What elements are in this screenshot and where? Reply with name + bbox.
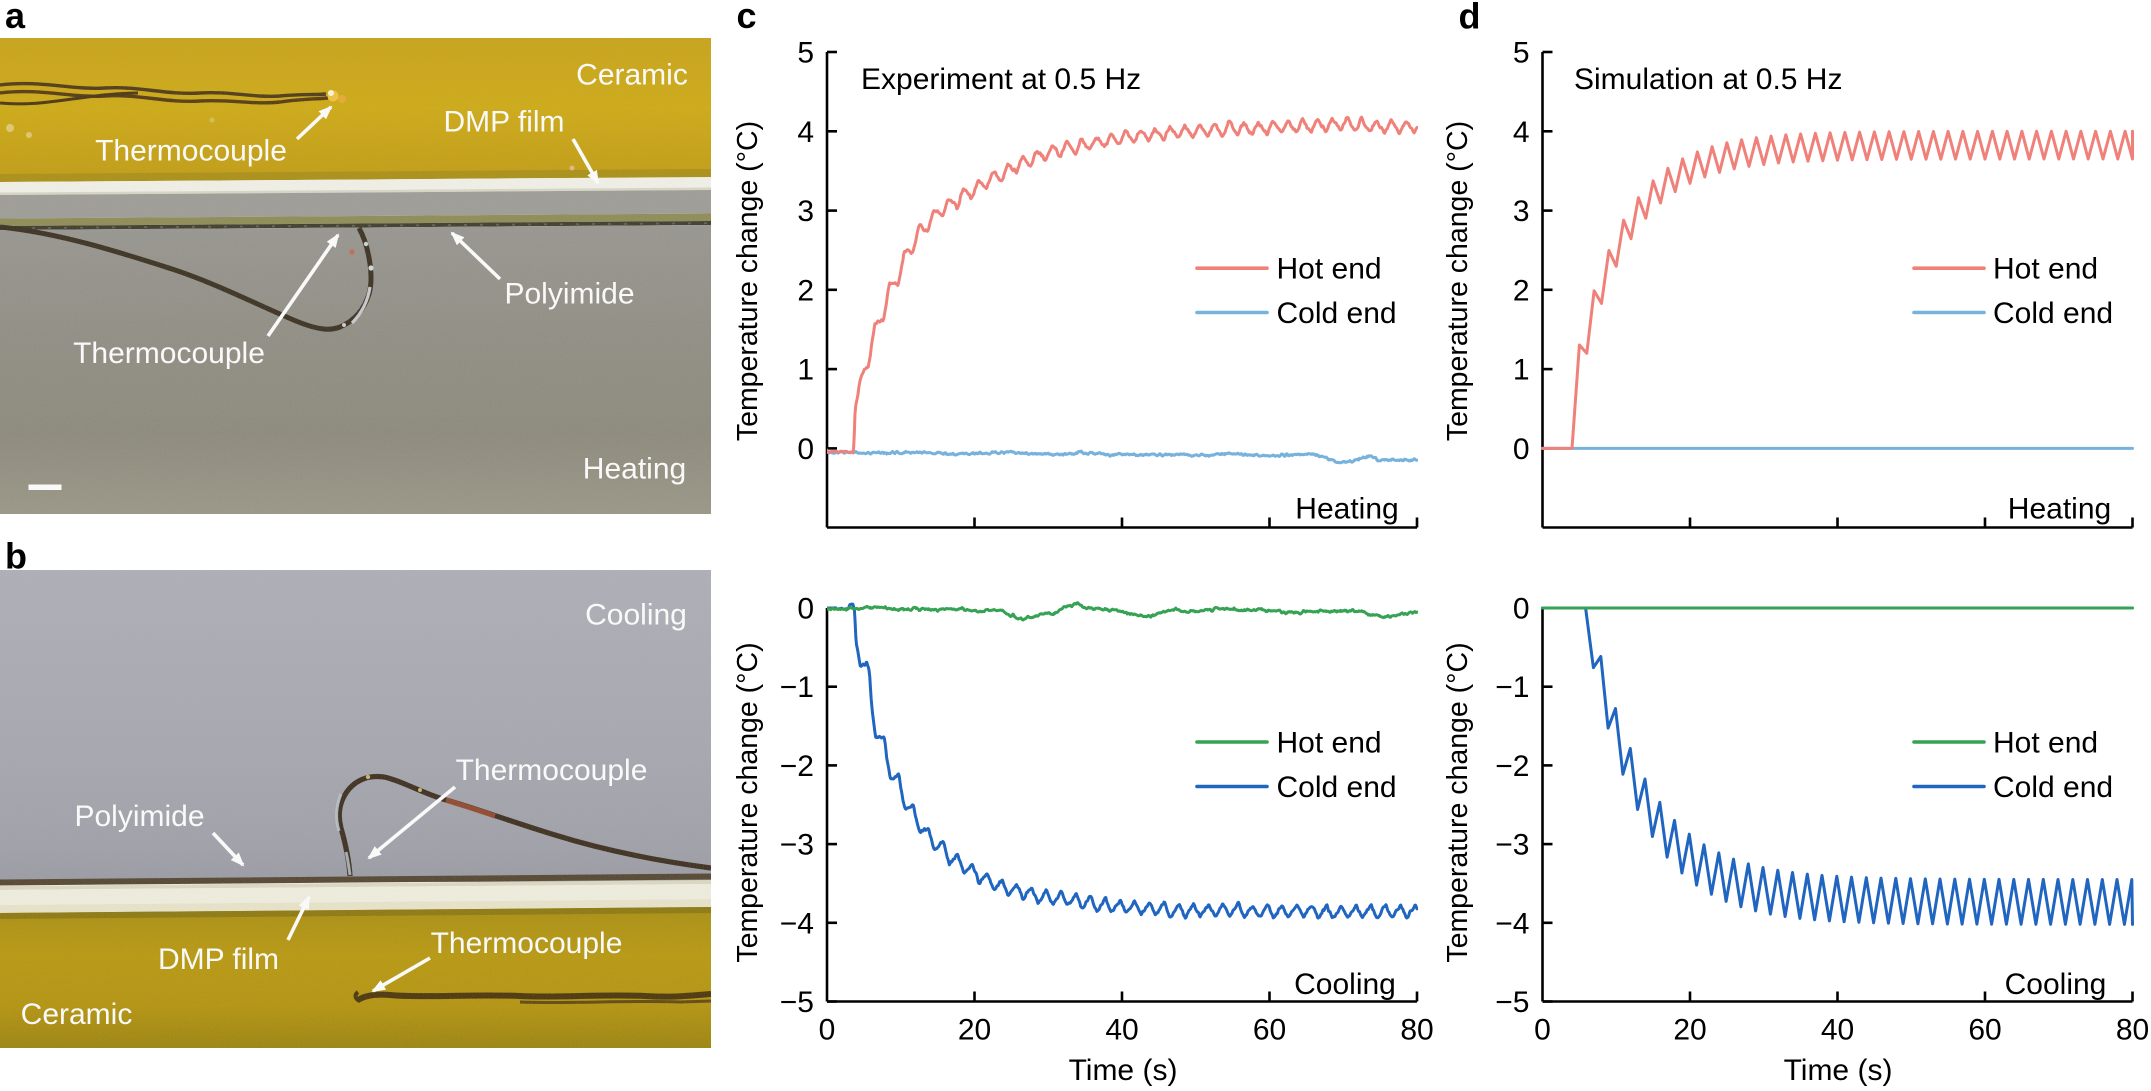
svg-text:Hot end: Hot end (1277, 253, 1382, 286)
svg-text:1: 1 (797, 354, 814, 387)
svg-text:5: 5 (797, 37, 814, 70)
svg-text:−1: −1 (1495, 671, 1529, 704)
svg-text:2: 2 (1513, 274, 1530, 307)
svg-text:60: 60 (1968, 1014, 2001, 1047)
svg-text:−4: −4 (780, 907, 814, 940)
svg-text:−2: −2 (780, 750, 814, 783)
svg-text:5: 5 (1513, 37, 1530, 70)
svg-text:Cooling: Cooling (1294, 968, 1396, 1001)
svg-text:Time (s): Time (s) (1784, 1054, 1893, 1086)
svg-text:3: 3 (1513, 195, 1530, 228)
svg-text:40: 40 (1821, 1014, 1854, 1047)
svg-text:Simulation at 0.5 Hz: Simulation at 0.5 Hz (1574, 63, 1842, 96)
svg-text:Hot end: Hot end (1277, 727, 1382, 760)
svg-text:Temperature change (°C): Temperature change (°C) (1442, 642, 1474, 962)
svg-text:0: 0 (797, 593, 814, 626)
svg-text:3: 3 (797, 195, 814, 228)
svg-text:Cold end: Cold end (1277, 297, 1397, 330)
svg-text:−3: −3 (780, 829, 814, 862)
svg-text:c: c (737, 0, 757, 36)
svg-text:80: 80 (1400, 1014, 1433, 1047)
svg-text:−2: −2 (1495, 750, 1529, 783)
svg-text:0: 0 (1513, 433, 1530, 466)
svg-text:0: 0 (1513, 593, 1530, 626)
svg-text:60: 60 (1253, 1014, 1286, 1047)
svg-text:−4: −4 (1495, 907, 1529, 940)
svg-text:Hot end: Hot end (1993, 253, 2098, 286)
svg-text:Temperature change (°C): Temperature change (°C) (732, 642, 764, 962)
svg-text:Time (s): Time (s) (1069, 1054, 1178, 1086)
svg-text:−5: −5 (780, 986, 814, 1019)
svg-text:−3: −3 (1495, 829, 1529, 862)
svg-text:Heating: Heating (2008, 493, 2111, 526)
svg-text:Heating: Heating (1295, 493, 1398, 526)
svg-text:20: 20 (1673, 1014, 1706, 1047)
svg-text:0: 0 (797, 433, 814, 466)
svg-text:1: 1 (1513, 354, 1530, 387)
svg-text:a: a (5, 0, 26, 36)
svg-text:Cold end: Cold end (1993, 297, 2113, 330)
svg-text:4: 4 (797, 116, 814, 149)
svg-text:d: d (1459, 0, 1481, 37)
svg-text:20: 20 (958, 1014, 991, 1047)
svg-text:Cooling: Cooling (2005, 968, 2107, 1001)
svg-text:Cold end: Cold end (1993, 771, 2113, 804)
svg-text:0: 0 (1534, 1014, 1551, 1047)
svg-text:40: 40 (1105, 1014, 1138, 1047)
svg-text:Temperature change (°C): Temperature change (°C) (732, 121, 764, 441)
svg-text:Temperature change (°C): Temperature change (°C) (1442, 121, 1474, 441)
svg-text:2: 2 (797, 274, 814, 307)
svg-text:0: 0 (819, 1014, 836, 1047)
svg-text:Hot end: Hot end (1993, 727, 2098, 760)
svg-text:4: 4 (1513, 116, 1530, 149)
svg-text:−1: −1 (780, 671, 814, 704)
svg-text:−5: −5 (1495, 986, 1529, 1019)
svg-text:Experiment at 0.5 Hz: Experiment at 0.5 Hz (861, 63, 1141, 96)
svg-text:80: 80 (2116, 1014, 2149, 1047)
svg-text:b: b (5, 536, 27, 577)
svg-text:Cold end: Cold end (1277, 771, 1397, 804)
